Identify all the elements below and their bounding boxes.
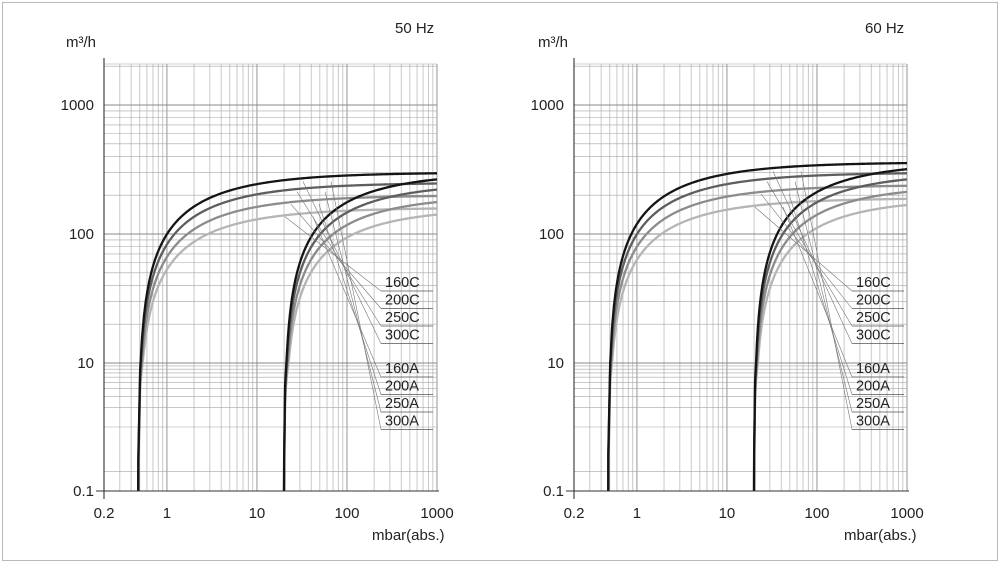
legend-label-250C: 250C: [856, 310, 891, 326]
series-line-250A: [752, 178, 908, 492]
legend-label-200C: 200C: [856, 293, 891, 309]
legend-label-250C: 250C: [385, 310, 420, 326]
legend-leader: [318, 204, 382, 395]
series-line-300A: [752, 168, 908, 492]
x-axis-label-60hz: mbar(abs.): [844, 527, 917, 544]
legend-label-250A: 250A: [856, 396, 890, 412]
x-tick-label: 10: [249, 505, 266, 522]
legend-leader: [760, 193, 853, 309]
legend-leader: [330, 181, 382, 430]
series-line-250A: [282, 188, 438, 492]
chart-title-60hz: 60 Hz: [865, 20, 904, 37]
x-tick-label: 100: [804, 505, 829, 522]
y-tick-label: 10: [547, 355, 564, 372]
legend-label-160C: 160C: [385, 275, 420, 291]
legend-leader: [794, 181, 853, 413]
y-tick-label: 100: [69, 226, 94, 243]
legend-leader: [296, 191, 382, 327]
y-axis-label-60hz: m³/h: [538, 34, 568, 51]
legend-label-250A: 250A: [385, 396, 419, 412]
legend-label-200A: 200A: [385, 379, 419, 395]
x-tick-label: 100: [334, 505, 359, 522]
y-tick-label: 10: [77, 355, 94, 372]
series-line-300A: [282, 178, 438, 492]
legend-leader: [800, 171, 853, 430]
legend-label-300A: 300A: [856, 414, 890, 430]
legend-label-300C: 300C: [856, 328, 891, 344]
curves-60hz: [607, 161, 908, 492]
axes-60hz: 0.2 1 10 100 1000 0.1 10 100 1000: [531, 58, 924, 522]
x-tick-label: 1000: [890, 505, 923, 522]
y-tick-label: 1000: [531, 97, 564, 114]
legend-label-300C: 300C: [385, 328, 420, 344]
legend-leader: [766, 181, 853, 327]
legend-leaders-50hz: [284, 181, 382, 430]
y-axis-label-50hz: m³/h: [66, 34, 96, 51]
curves-50hz: [137, 172, 438, 492]
y-tick-label: 1000: [61, 97, 94, 114]
legend-leader: [772, 171, 853, 344]
x-tick-label: 10: [719, 505, 736, 522]
x-tick-label: 1: [163, 505, 171, 522]
y-tick-label: 0.1: [543, 483, 564, 500]
x-tick-label: 1000: [420, 505, 453, 522]
legend-label-200C: 200C: [385, 293, 420, 309]
legend-leader: [324, 191, 382, 413]
legend-leader: [754, 206, 853, 292]
legend-label-160A: 160A: [856, 361, 890, 377]
legend-leader: [788, 193, 853, 395]
legend-leader: [312, 216, 382, 378]
series-line-300C: [137, 172, 438, 492]
x-tick-label: 1: [633, 505, 641, 522]
series-line-250C: [607, 172, 908, 492]
legend-leader: [782, 207, 853, 378]
x-tick-label: 0.2: [564, 505, 585, 522]
y-tick-label: 0.1: [73, 483, 94, 500]
chart-title-50hz: 50 Hz: [395, 20, 434, 37]
series-line-300C: [607, 161, 908, 492]
series-line-200A: [282, 200, 438, 492]
x-tick-label: 0.2: [94, 505, 115, 522]
legend-leader: [284, 216, 382, 292]
legend-label-160A: 160A: [385, 361, 419, 377]
axes-50hz: 0.2 1 10 100 1000 0.1 10 100 1000: [61, 58, 454, 522]
series-line-160A: [282, 213, 438, 492]
legend-leaders-60hz: [754, 171, 853, 430]
legend-label-160C: 160C: [856, 275, 891, 291]
y-tick-label: 100: [539, 226, 564, 243]
series-line-250C: [137, 182, 438, 492]
series-line-200A: [752, 190, 908, 492]
legend-label-300A: 300A: [385, 414, 419, 430]
legend-label-200A: 200A: [856, 379, 890, 395]
legend-leader: [302, 181, 382, 344]
x-axis-label-50hz: mbar(abs.): [372, 527, 445, 544]
series-line-160A: [752, 203, 908, 492]
